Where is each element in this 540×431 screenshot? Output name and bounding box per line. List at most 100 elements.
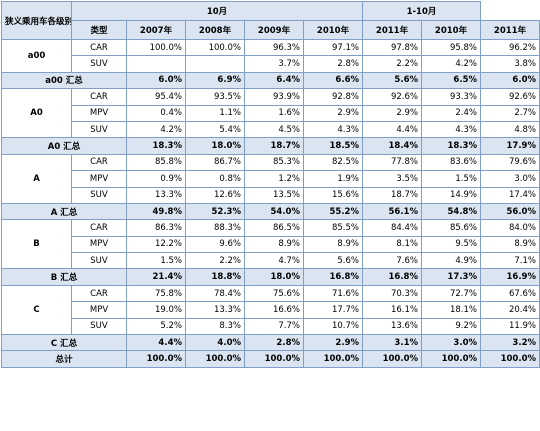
data-row: SUV 1.5% 2.2% 4.7% 5.6% 7.6% 4.9% 7.1% bbox=[2, 252, 540, 270]
summary-value: 5.6% bbox=[362, 71, 422, 90]
summary-label: A0 汇总 bbox=[1, 137, 127, 155]
value-cell: 17.7% bbox=[303, 301, 363, 319]
summary-value: 17.9% bbox=[480, 137, 540, 155]
summary-value: 4.4% bbox=[126, 334, 186, 352]
value-cell: 7.6% bbox=[362, 252, 422, 270]
value-cell: 75.8% bbox=[126, 284, 186, 303]
value-cell: 3.7% bbox=[244, 55, 304, 73]
data-row: MPV 0.9% 0.8% 1.2% 1.9% 3.5% 1.5% 3.0% bbox=[2, 170, 540, 188]
summary-label: B 汇总 bbox=[1, 268, 127, 286]
data-row: a00 CAR 100.0% 100.0% 96.3% 97.1% 97.8% 95.8% 96… bbox=[1, 38, 540, 73]
summary-value: 52.3% bbox=[185, 202, 245, 221]
value-cell: 12.6% bbox=[185, 186, 245, 204]
summary-value: 4.0% bbox=[185, 334, 245, 352]
vehicle-type: CAR bbox=[71, 153, 127, 172]
value-cell: 95.4% bbox=[126, 88, 186, 106]
vehicle-type: CAR bbox=[71, 38, 127, 57]
vehicle-type: SUV bbox=[71, 252, 127, 270]
year-header: 2011年 bbox=[362, 20, 422, 40]
summary-row: a00 汇总 6.0% 6.9% 6.4% 6.6% 5.6% 6.5% 6.0% bbox=[1, 71, 540, 90]
summary-value: 18.0% bbox=[185, 137, 245, 155]
value-cell: 92.6% bbox=[480, 88, 540, 106]
year-header: 2007年 bbox=[126, 20, 186, 40]
summary-value: 6.6% bbox=[303, 71, 363, 90]
group-name: A0 bbox=[1, 88, 72, 139]
value-cell: 96.2% bbox=[480, 38, 540, 57]
value-cell: 5.2% bbox=[126, 317, 186, 336]
value-cell: 93.9% bbox=[244, 88, 304, 106]
summary-value: 17.3% bbox=[421, 268, 481, 286]
summary-value: 3.1% bbox=[362, 334, 422, 352]
value-cell: 92.6% bbox=[362, 88, 422, 106]
value-cell: 5.6% bbox=[303, 252, 363, 270]
value-cell: 11.9% bbox=[480, 317, 540, 336]
value-cell: 97.8% bbox=[362, 38, 422, 57]
header-row: 狭义乘用车各级别分车型批发10月1-10月 bbox=[1, 1, 540, 40]
summary-row: A 汇总 49.8% 52.3% 54.0% 55.2% 56.1% 54.8% 56.0% bbox=[1, 202, 540, 221]
value-cell: 88.3% bbox=[185, 219, 245, 237]
summary-value: 6.0% bbox=[126, 71, 186, 90]
summary-value: 56.1% bbox=[362, 202, 422, 221]
value-cell: 8.9% bbox=[303, 235, 363, 254]
vehicle-type: SUV bbox=[71, 120, 127, 139]
value-cell: 4.2% bbox=[126, 120, 186, 139]
value-cell: 14.9% bbox=[421, 186, 481, 204]
summary-value: 18.3% bbox=[126, 137, 186, 155]
value-cell: 1.5% bbox=[421, 170, 481, 188]
value-cell: 1.9% bbox=[303, 170, 363, 188]
value-cell: 71.6% bbox=[303, 284, 363, 303]
summary-value: 18.3% bbox=[421, 137, 481, 155]
value-cell: 5.4% bbox=[185, 120, 245, 139]
value-cell: 2.9% bbox=[303, 104, 363, 122]
value-cell: 85.5% bbox=[303, 219, 363, 237]
value-cell: 93.3% bbox=[421, 88, 481, 106]
value-cell: 9.2% bbox=[421, 317, 481, 336]
value-cell: 1.1% bbox=[185, 104, 245, 122]
value-cell: 2.7% bbox=[480, 104, 540, 122]
value-cell: 0.4% bbox=[126, 104, 186, 122]
summary-value: 16.9% bbox=[480, 268, 540, 286]
summary-label: A 汇总 bbox=[1, 202, 127, 221]
value-cell: 4.7% bbox=[244, 252, 304, 270]
value-cell: 3.5% bbox=[362, 170, 422, 188]
value-cell: 85.8% bbox=[126, 153, 186, 172]
corner-header: 狭义乘用车各级别分车型批发 bbox=[1, 1, 72, 40]
vehicle-type: CAR bbox=[71, 88, 127, 106]
data-row: B CAR 86.3% 88.3% 86.5% 85.5% 84.4% 85.6% 84.0% bbox=[1, 219, 540, 270]
value-cell: 8.9% bbox=[480, 235, 540, 254]
value-cell: 2.9% bbox=[362, 104, 422, 122]
total-value: 100.0% bbox=[303, 350, 363, 368]
value-cell: 18.1% bbox=[421, 301, 481, 319]
summary-value: 21.4% bbox=[126, 268, 186, 286]
value-cell: 8.1% bbox=[362, 235, 422, 254]
data-row: MPV 0.4% 1.1% 1.6% 2.9% 2.9% 2.4% 2.7% bbox=[2, 104, 540, 122]
summary-value: 16.8% bbox=[303, 268, 363, 286]
value-cell: 84.4% bbox=[362, 219, 422, 237]
summary-value: 2.8% bbox=[244, 334, 304, 352]
summary-label: a00 汇总 bbox=[1, 71, 127, 90]
value-cell: 4.5% bbox=[244, 120, 304, 139]
summary-value: 3.2% bbox=[480, 334, 540, 352]
value-cell: 70.3% bbox=[362, 284, 422, 303]
data-row: MPV 12.2% 9.6% 8.9% 8.9% 8.1% 9.5% 8.9% bbox=[2, 235, 540, 254]
vehicle-type: MPV bbox=[71, 104, 127, 122]
year-header: 2011年 bbox=[480, 20, 540, 40]
vehicle-type: CAR bbox=[71, 219, 127, 237]
summary-label: C 汇总 bbox=[1, 334, 127, 352]
value-cell: 19.0% bbox=[126, 301, 186, 319]
value-cell bbox=[126, 55, 186, 73]
period-header: 10月 bbox=[71, 1, 363, 21]
value-cell: 86.3% bbox=[126, 219, 186, 237]
summary-row: A0 汇总 18.3% 18.0% 18.7% 18.5% 18.4% 18.3% 17.9% bbox=[1, 137, 540, 155]
value-cell bbox=[185, 55, 245, 73]
value-cell: 92.8% bbox=[303, 88, 363, 106]
summary-value: 54.0% bbox=[244, 202, 304, 221]
value-cell: 7.7% bbox=[244, 317, 304, 336]
group-name: B bbox=[1, 219, 72, 270]
summary-value: 3.0% bbox=[421, 334, 481, 352]
table-body: 狭义乘用车各级别分车型批发10月1-10月类型2007年2008年2009年20… bbox=[1, 1, 540, 368]
type-header: 类型 bbox=[71, 20, 127, 40]
value-cell: 83.6% bbox=[421, 153, 481, 172]
value-cell: 8.3% bbox=[185, 317, 245, 336]
value-cell: 1.2% bbox=[244, 170, 304, 188]
